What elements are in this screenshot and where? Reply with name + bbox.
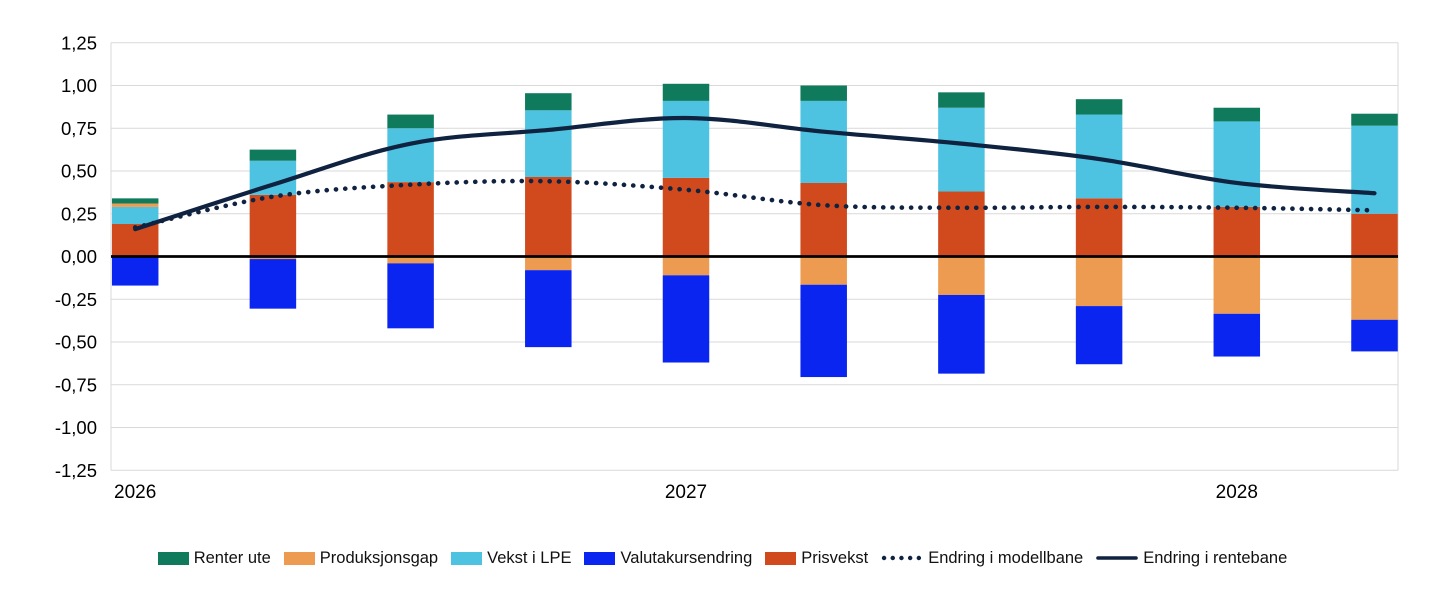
legend-label-rentebane: Endring i rentebane <box>1143 548 1288 567</box>
bar-segment-produksjonsgap <box>1213 256 1261 314</box>
y-axis-tick-label: 0,50 <box>61 161 97 182</box>
y-axis-tick-label: 1,25 <box>61 32 97 53</box>
bar-segment-produksjonsgap <box>1075 256 1123 307</box>
y-axis-tick-label: -1,25 <box>55 460 97 481</box>
bar-segment-valutakursendring <box>1213 313 1261 357</box>
legend-color-swatch-produksjonsgap <box>283 551 315 565</box>
bar-segment-produksjonsgap <box>938 256 985 295</box>
bar-segment-renter_ute <box>1351 113 1398 126</box>
y-axis-tick-label: -0,50 <box>55 332 97 353</box>
legend-label-modellbane: Endring i modellbane <box>928 548 1084 567</box>
bar-segment-vekst_lpe <box>662 100 710 178</box>
bar-segment-produksjonsgap <box>1351 256 1398 320</box>
legend-color-swatch-prisvekst <box>765 551 797 565</box>
bar-segment-produksjonsgap <box>800 256 847 285</box>
bar-segment-vekst_lpe <box>387 128 434 183</box>
legend-label-renter_ute: Renter ute <box>193 548 271 567</box>
y-axis-tick-label: 0,00 <box>61 246 97 267</box>
bar-segment-prisvekst <box>1351 213 1398 257</box>
chart-legend: Renter ute Produksjonsgap Vekst i LPE Valut… <box>0 546 1445 570</box>
bar-segment-valutakursendring <box>525 270 572 348</box>
bar-segment-valutakursendring <box>800 284 847 378</box>
legend-dotted-line-icon <box>882 555 923 561</box>
y-axis-tick-label: -1,00 <box>55 417 97 438</box>
legend-item-rentebane: Endring i rentebane <box>1096 550 1287 567</box>
bar-segment-vekst_lpe <box>1351 125 1398 214</box>
bar-segment-prisvekst <box>800 182 847 257</box>
bar-segment-valutakursendring <box>1075 306 1123 365</box>
bar-segment-produksjonsgap <box>662 256 710 276</box>
x-axis-year-label: 2026 <box>114 482 156 503</box>
legend-label-produksjonsgap: Produksjonsgap <box>319 548 439 567</box>
bar-segment-produksjonsgap <box>525 256 572 271</box>
legend-item-valutakursendring: Valutakursendring <box>584 550 752 567</box>
bar-segment-renter_ute <box>111 198 159 204</box>
bar-segment-vekst_lpe <box>1213 121 1261 207</box>
legend-item-prisvekst: Prisvekst <box>765 550 868 567</box>
bar-segment-renter_ute <box>1213 107 1261 122</box>
bar-segment-valutakursendring <box>662 275 710 363</box>
bar-segment-valutakursendring <box>938 294 985 374</box>
x-axis-year-label: 2027 <box>665 482 707 503</box>
bar-segment-produksjonsgap <box>111 203 159 207</box>
bar-segment-renter_ute <box>387 114 434 129</box>
bar-segment-prisvekst <box>387 182 434 257</box>
legend-item-renter_ute: Renter ute <box>157 548 271 567</box>
bar-segment-vekst_lpe <box>111 206 159 225</box>
bar-segment-valutakursendring <box>111 256 159 286</box>
bar-segment-vekst_lpe <box>938 107 985 192</box>
bar-segment-valutakursendring <box>1351 319 1398 352</box>
y-axis-tick-label: 1,00 <box>61 75 97 96</box>
line-modellbane <box>132 178 1377 230</box>
legend-color-swatch-valutakursendring <box>584 551 616 565</box>
bar-segment-prisvekst <box>525 176 572 257</box>
legend-color-swatch-renter_ute <box>157 551 189 565</box>
y-axis-tick-label: 0,75 <box>61 118 97 139</box>
bar-segment-renter_ute <box>249 149 297 161</box>
y-axis-tick-label: 0,25 <box>61 203 97 224</box>
legend-label-prisvekst: Prisvekst <box>801 548 869 567</box>
bar-segment-prisvekst <box>249 194 297 257</box>
bar-segment-valutakursendring <box>387 263 434 329</box>
bar-segment-prisvekst <box>938 191 985 257</box>
bar-segment-renter_ute <box>525 93 572 111</box>
legend-color-swatch-vekst_lpe <box>451 551 483 565</box>
bar-segment-prisvekst <box>1213 206 1261 257</box>
legend-solid-line-icon <box>1096 556 1139 560</box>
legend-item-vekst_lpe: Vekst i LPE <box>451 550 571 567</box>
legend-label-vekst_lpe: Vekst i LPE <box>487 548 572 567</box>
y-axis-tick-label: -0,75 <box>55 374 97 395</box>
bar-segment-vekst_lpe <box>800 100 847 183</box>
bar-segment-renter_ute <box>938 92 985 108</box>
legend-item-produksjonsgap: Produksjonsgap <box>283 548 439 567</box>
bar-segment-renter_ute <box>1075 99 1123 115</box>
bar-segment-renter_ute <box>662 83 710 101</box>
bar-segment-vekst_lpe <box>525 110 572 177</box>
bar-segment-valutakursendring <box>249 259 297 309</box>
y-axis-tick-label: -0,25 <box>55 289 97 310</box>
legend-label-valutakursendring: Valutakursendring <box>620 548 753 567</box>
bar-segment-produksjonsgap <box>387 256 434 264</box>
x-axis-year-label: 2028 <box>1216 482 1258 503</box>
bar-segment-prisvekst <box>662 177 710 257</box>
line-rentebane <box>133 115 1377 232</box>
bar-segment-renter_ute <box>800 85 847 101</box>
legend-item-modellbane: Endring i modellbane <box>881 550 1083 567</box>
